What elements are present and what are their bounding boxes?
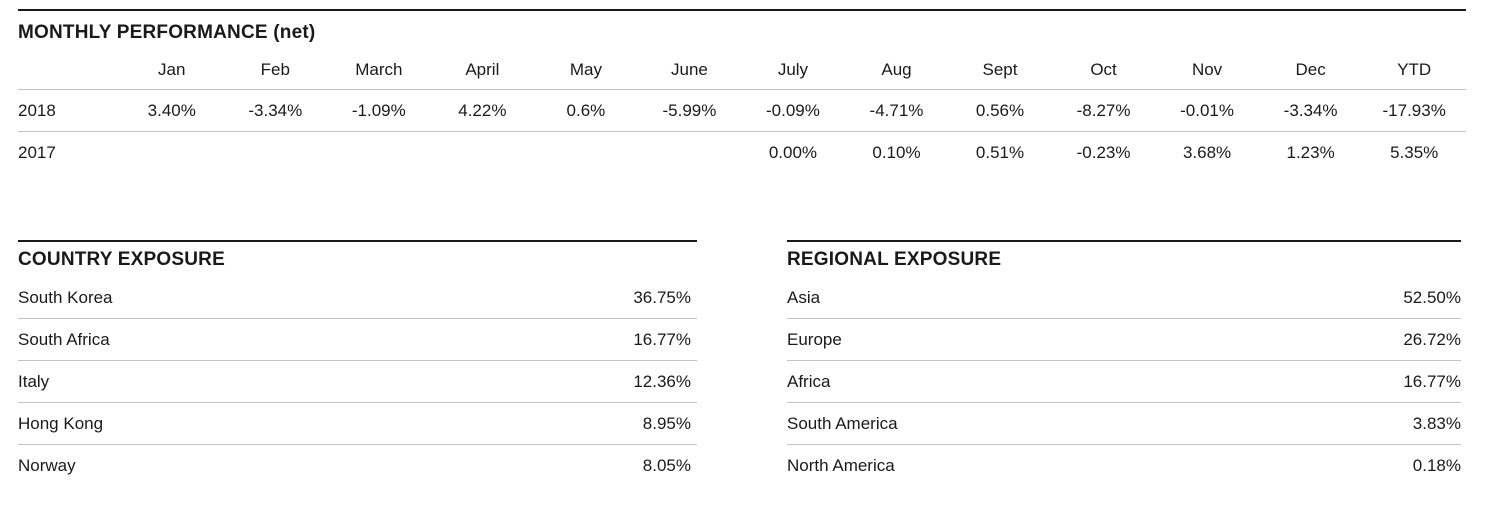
table-row: South Korea 36.75%: [18, 277, 697, 319]
performance-value-cell: -17.93%: [1382, 101, 1446, 120]
exposure-label-cell: Norway: [18, 456, 76, 475]
country-exposure-table: South Korea 36.75% South Africa 16.77% I…: [18, 277, 697, 486]
performance-value-cell: 0.56%: [975, 101, 1025, 120]
performance-value-cell: 4.22%: [458, 101, 507, 120]
performance-value-cell: [224, 132, 328, 174]
exposure-value-cell: 8.05%: [642, 456, 691, 475]
regional-exposure-title: REGIONAL EXPOSURE: [787, 249, 1002, 270]
performance-value-cell: 0.10%: [872, 143, 921, 162]
performance-value-cell: [327, 132, 431, 174]
performance-value-cell: 5.35%: [1390, 143, 1439, 162]
table-row: Africa 16.77%: [787, 360, 1461, 403]
performance-value-cell: -3.34%: [1283, 101, 1338, 120]
exposure-sections-row: COUNTRY EXPOSURE South Korea 36.75% Sout…: [18, 240, 1488, 486]
year-column-header: [18, 45, 120, 90]
exposure-label-cell: South America: [787, 414, 898, 433]
month-column-header-march: March: [355, 60, 403, 79]
month-column-header-nov: Nov: [1191, 60, 1223, 79]
table-row: South Africa 16.77%: [18, 318, 697, 361]
performance-value-cell: -0.23%: [1076, 143, 1131, 162]
table-row: Hong Kong 8.95%: [18, 402, 697, 445]
table-row: North America 0.18%: [787, 444, 1461, 487]
exposure-label-cell: Italy: [18, 372, 50, 391]
performance-value-cell: -0.09%: [766, 101, 820, 120]
exposure-value-cell: 0.18%: [1412, 456, 1461, 475]
month-column-header-july: July: [777, 60, 809, 79]
exposure-value-cell: 36.75%: [633, 288, 691, 307]
month-column-header-ytd: YTD: [1397, 60, 1432, 79]
performance-value-cell: 3.68%: [1182, 143, 1232, 162]
regional-exposure-table: Asia 52.50% Europe 26.72% Africa 16.77% …: [787, 277, 1461, 486]
exposure-label-cell: Hong Kong: [18, 414, 104, 433]
table-row-2017: 2017 0.00% 0.10% 0.51% -0.23% 3.68% 1.23…: [18, 131, 1466, 174]
exposure-value-cell: 3.83%: [1412, 414, 1461, 433]
exposure-value-cell: 52.50%: [1403, 288, 1461, 307]
month-column-header-sept: Sept: [982, 60, 1018, 79]
month-column-header-june: June: [670, 60, 708, 79]
performance-value-cell: [120, 132, 224, 174]
performance-value-cell: -4.71%: [869, 101, 924, 120]
table-row: Italy 12.36%: [18, 360, 697, 403]
exposure-label-cell: Europe: [787, 330, 842, 349]
monthly-performance-title: MONTHLY PERFORMANCE (net): [18, 22, 316, 43]
year-cell: 2018: [18, 101, 56, 120]
performance-value-cell: [534, 132, 638, 174]
exposure-value-cell: 8.95%: [642, 414, 691, 433]
month-column-header-may: May: [569, 60, 602, 79]
monthly-header-row: Jan Feb March April May June July Aug Se…: [18, 45, 1466, 90]
performance-value-cell: -0.01%: [1180, 101, 1235, 120]
exposure-label-cell: Africa: [787, 372, 831, 391]
performance-value-cell: -1.09%: [351, 101, 406, 120]
month-column-header-jan: Jan: [158, 60, 186, 79]
exposure-value-cell: 16.77%: [633, 330, 691, 349]
month-column-header-aug: Aug: [881, 60, 912, 79]
month-column-header-april: April: [465, 60, 500, 79]
exposure-value-cell: 12.36%: [633, 372, 691, 391]
table-row: Asia 52.50%: [787, 277, 1461, 319]
table-row: Norway 8.05%: [18, 444, 697, 487]
performance-value-cell: 0.00%: [768, 143, 818, 162]
table-row: Europe 26.72%: [787, 318, 1461, 361]
monthly-performance-section: MONTHLY PERFORMANCE (net) Jan Feb March …: [18, 9, 1466, 173]
performance-value-cell: [638, 132, 742, 174]
country-exposure-title: COUNTRY EXPOSURE: [18, 249, 225, 270]
country-exposure-section: COUNTRY EXPOSURE South Korea 36.75% Sout…: [18, 240, 697, 486]
month-column-header-oct: Oct: [1090, 60, 1117, 79]
year-cell: 2017: [18, 143, 56, 162]
performance-value-cell: -5.99%: [662, 101, 717, 120]
exposure-label-cell: Asia: [787, 288, 821, 307]
performance-value-cell: 1.23%: [1286, 143, 1335, 162]
exposure-value-cell: 16.77%: [1403, 372, 1461, 391]
month-column-header-feb: Feb: [260, 60, 290, 79]
performance-value-cell: 0.51%: [975, 143, 1025, 162]
performance-value-cell: 3.40%: [147, 101, 196, 120]
table-row-2018: 2018 3.40% -3.34% -1.09% 4.22% 0.6% -5.9…: [18, 89, 1466, 132]
exposure-label-cell: South Africa: [18, 330, 110, 349]
performance-value-cell: 0.6%: [566, 101, 606, 120]
exposure-label-cell: North America: [787, 456, 895, 475]
table-row: South America 3.83%: [787, 402, 1461, 445]
exposure-value-cell: 26.72%: [1403, 330, 1461, 349]
performance-value-cell: -8.27%: [1076, 101, 1131, 120]
month-column-header-dec: Dec: [1295, 60, 1326, 79]
monthly-performance-table: Jan Feb March April May June July Aug Se…: [18, 45, 1466, 173]
regional-exposure-section: REGIONAL EXPOSURE Asia 52.50% Europe 26.…: [787, 240, 1461, 486]
performance-value-cell: -3.34%: [248, 101, 303, 120]
performance-value-cell: [431, 132, 535, 174]
exposure-label-cell: South Korea: [18, 288, 113, 307]
